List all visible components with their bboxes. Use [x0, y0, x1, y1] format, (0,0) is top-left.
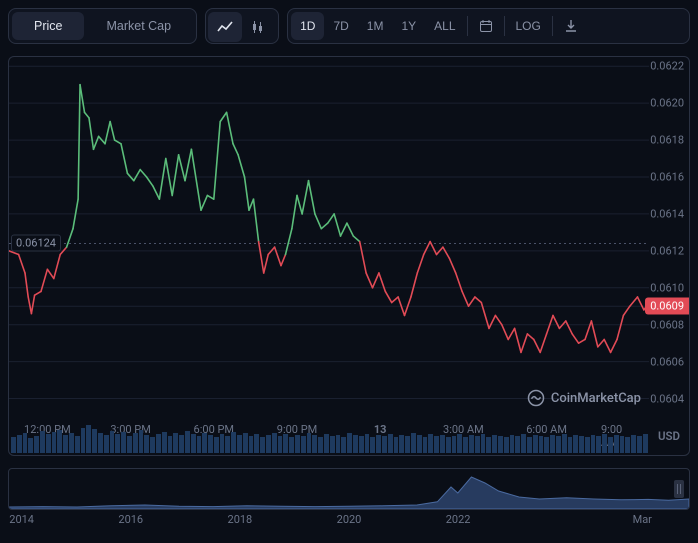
download-icon[interactable] [555, 12, 587, 40]
y-tick: 0.0612 [650, 244, 684, 257]
y-tick: 0.0606 [650, 355, 684, 368]
coinmarketcap-logo-icon [527, 389, 545, 407]
y-tick: 0.0614 [650, 207, 684, 220]
y-axis: 0.0604 0.0606 0.0608 0.0609 0.0610 0.0612 0.06… [647, 57, 689, 417]
brush-handle[interactable] [674, 480, 684, 498]
brush-tick: 2020 [337, 513, 362, 526]
range-1m[interactable]: 1M [358, 12, 393, 40]
reference-price-label: 0.06124 [11, 235, 61, 252]
watermark-text: CoinMarketCap [551, 391, 641, 406]
brush-tick: 2014 [9, 513, 34, 526]
brush-plot [8, 468, 690, 510]
y-tick: 0.0604 [650, 392, 684, 405]
y-tick: 0.0622 [650, 60, 684, 73]
current-price-badge: 0.0609 [645, 298, 689, 315]
metric-tab-market-cap[interactable]: Market Cap [84, 12, 193, 40]
y-tick: 0.0616 [650, 171, 684, 184]
calendar-icon[interactable] [470, 12, 502, 40]
currency-label: USD [658, 429, 680, 443]
log-toggle[interactable]: LOG [507, 12, 550, 40]
watermark: CoinMarketCap [527, 389, 641, 407]
volume-bars [11, 413, 647, 453]
overview-chart[interactable]: 201420162018202020222022Mar [8, 468, 690, 528]
range-all[interactable]: ALL [425, 12, 464, 40]
metric-tab-price[interactable]: Price [12, 12, 84, 40]
range-group: 1D7D1M1YALL LOG [287, 8, 690, 44]
brush-tick: 2016 [118, 513, 143, 526]
price-chart[interactable]: 0.0604 0.0606 0.0608 0.0609 0.0610 0.0612 0.06… [8, 56, 690, 456]
metric-toggle: PriceMarket Cap [8, 8, 197, 44]
range-1y[interactable]: 1Y [392, 12, 425, 40]
candlestick-icon[interactable] [242, 12, 276, 42]
brush-tick: 2022 [446, 513, 471, 526]
range-7d[interactable]: 7D [324, 12, 357, 40]
chart-toolbar: PriceMarket Cap 1D7D1M1YALL LOG [8, 8, 690, 44]
line-chart-icon[interactable] [208, 12, 242, 42]
brush-x-axis: 201420162018202020222022Mar [8, 510, 690, 528]
brush-tick: Mar [633, 513, 652, 526]
y-tick: 0.0608 [650, 318, 684, 331]
range-1d[interactable]: 1D [291, 12, 324, 40]
brush-tick: 2018 [228, 513, 253, 526]
chart-tools [205, 8, 279, 44]
y-tick: 0.0618 [650, 134, 684, 147]
y-tick: 0.0610 [650, 281, 684, 294]
y-tick: 0.0620 [650, 97, 684, 110]
chart-plot [9, 57, 649, 417]
